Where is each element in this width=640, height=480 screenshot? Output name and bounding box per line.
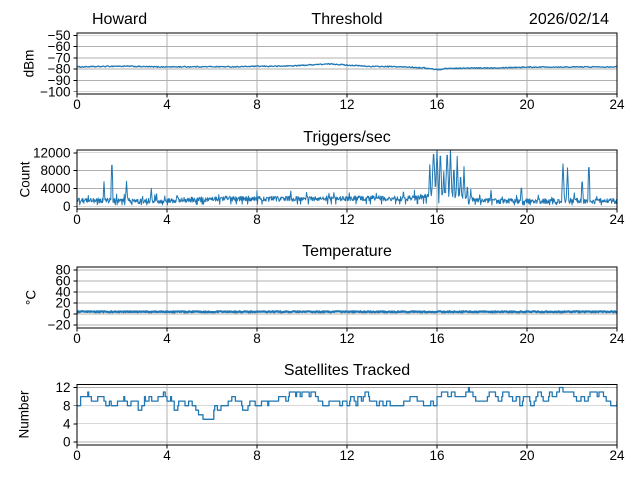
x-tick-label: 8 (253, 448, 261, 463)
x-tick-label: 12 (339, 448, 354, 463)
x-tick-label: 20 (519, 331, 534, 346)
x-tick-label: 8 (253, 212, 261, 227)
y-axis-label-count: Count (17, 161, 33, 198)
y-tick-label: −20 (48, 318, 71, 333)
x-tick-label: 24 (609, 331, 625, 346)
x-tick-label: 16 (429, 212, 444, 227)
y-axis-label-dbm: dBm (21, 49, 37, 78)
chart-title-triggers: Triggers/sec (303, 129, 391, 146)
x-tick-label: 16 (429, 448, 444, 463)
y-tick-label: 12 (55, 380, 70, 395)
x-tick-label: 20 (519, 97, 534, 112)
chart-title-right-date: 2026/02/14 (528, 11, 609, 28)
chart-title-threshold: Threshold (311, 11, 383, 28)
y-tick-label: −90 (48, 73, 71, 88)
x-tick-label: 24 (609, 212, 625, 227)
y-tick-label: 8 (63, 398, 71, 413)
y-tick-label: −50 (48, 28, 71, 43)
x-tick-label: 8 (253, 331, 261, 346)
chart-title-satellites: Satellites Tracked (283, 362, 411, 379)
x-tick-label: 4 (163, 331, 171, 346)
y-tick-label: 40 (55, 285, 70, 300)
y-tick-label: −80 (48, 62, 71, 77)
chart-title-temperature: Temperature (302, 243, 392, 260)
y-tick-label: 0 (63, 435, 71, 450)
y-tick-label: 8000 (40, 163, 70, 178)
y-tick-label: 0 (63, 307, 71, 322)
series-line-satellite-count (77, 386, 617, 420)
y-tick-label: 20 (55, 296, 70, 311)
y-axis-label-celsius: °C (23, 289, 39, 306)
x-tick-label: 0 (73, 448, 81, 463)
x-tick-label: 16 (429, 331, 444, 346)
x-tick-label: 12 (339, 97, 354, 112)
chart-title-left-station: Howard (92, 11, 148, 28)
x-tick-label: 12 (339, 212, 354, 227)
x-tick-label: 0 (73, 331, 81, 346)
y-tick-label: 4 (63, 416, 71, 431)
series-line-temperature-c (77, 310, 617, 314)
y-tick-label: 60 (55, 274, 70, 289)
y-tick-label: 4000 (40, 181, 70, 196)
x-tick-label: 24 (609, 97, 625, 112)
y-tick-label: −70 (48, 51, 71, 66)
x-tick-label: 12 (339, 331, 354, 346)
y-axis-label-number: Number (16, 390, 32, 439)
x-tick-label: 20 (519, 448, 534, 463)
x-tick-label: 8 (253, 97, 261, 112)
y-tick-label: 0 (63, 199, 71, 214)
x-tick-label: 4 (163, 448, 171, 463)
x-tick-label: 16 (429, 97, 444, 112)
y-tick-label: 12000 (33, 145, 71, 160)
x-tick-label: 24 (609, 448, 625, 463)
x-tick-label: 0 (73, 97, 81, 112)
x-tick-label: 4 (163, 212, 171, 227)
x-tick-label: 0 (73, 212, 81, 227)
x-tick-label: 4 (163, 97, 171, 112)
y-tick-label: −60 (48, 39, 71, 54)
x-tick-label: 20 (519, 212, 534, 227)
y-tick-label: −100 (40, 84, 70, 99)
series-line-signal-dbm (77, 63, 617, 71)
y-tick-label: 80 (55, 263, 70, 278)
series-line-trigger-count (77, 150, 617, 206)
